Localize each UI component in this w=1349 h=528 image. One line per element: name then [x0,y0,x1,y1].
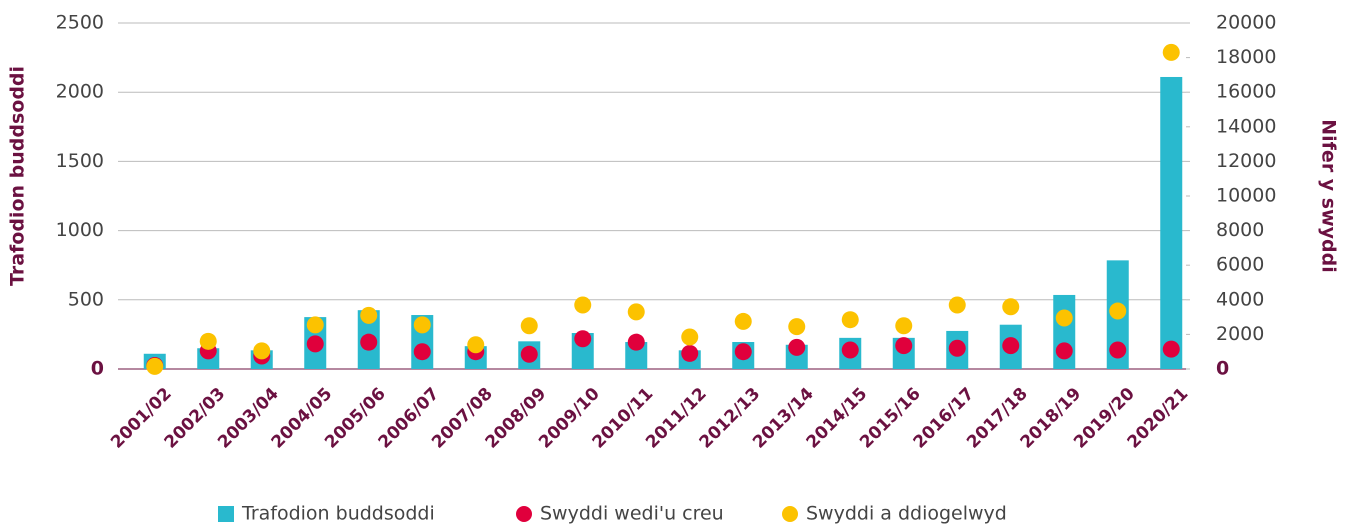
y-tick-label: 1000 [56,219,104,241]
dot [1162,43,1180,61]
dot [360,333,378,351]
dot [1162,340,1180,358]
y2-tick-label: 8000 [1216,219,1264,241]
dot [1055,342,1073,360]
legend-label: Swyddi wedi'u creu [540,503,724,525]
legend-label: Trafodion buddsoddi [241,503,435,525]
y2-tick-label: 16000 [1216,81,1276,103]
y2-tick-label: 4000 [1216,288,1264,310]
dot [681,344,699,362]
y2-tick-label: 14000 [1216,115,1276,137]
legend-swatch [516,506,532,522]
y2-tick-label: 10000 [1216,185,1276,207]
dot [1109,302,1127,320]
bar [625,342,648,369]
y2-tick-label: 12000 [1216,150,1276,172]
dot [734,343,752,361]
legend-label: Swyddi a ddiogelwyd [806,503,1007,525]
dot [199,332,217,350]
dot [306,335,324,353]
dot [306,316,324,334]
legend-swatch [782,506,798,522]
dot [734,312,752,330]
y-tick-label: 2000 [56,81,104,103]
y-tick-label: 500 [68,288,104,310]
dot [627,303,645,321]
dot [895,337,913,355]
dot [1109,341,1127,359]
dot [467,336,485,354]
dot [1002,337,1020,355]
dot [520,317,538,335]
dot [681,328,699,346]
y2-tick-label: 20000 [1216,12,1276,34]
dot [948,339,966,357]
y2-tick-label: 6000 [1216,254,1264,276]
dot [413,316,431,334]
dot [788,318,806,336]
dot [574,296,592,314]
dot [627,333,645,351]
dot [574,330,592,348]
dot [788,338,806,356]
y2-tick-label: 18000 [1216,46,1276,68]
y-axis-title: Trafodion buddsoddi [7,66,29,286]
dot [253,342,271,360]
legend-swatch [218,506,234,522]
dot [360,306,378,324]
dot [841,311,859,329]
dot [1055,309,1073,327]
y-tick-label: 2500 [56,12,104,34]
y2-axis-title: Nifer y swyddi [1318,119,1340,273]
dot [841,341,859,359]
y-tick-label: 0 [91,358,104,380]
dot [520,345,538,363]
dot [1002,298,1020,316]
y2-tick-label: 2000 [1216,323,1264,345]
bar [1160,76,1183,369]
dot [895,317,913,335]
y-tick-label: 1500 [56,150,104,172]
y2-tick-label: 0 [1216,358,1229,380]
dot [146,357,164,375]
dot [413,343,431,361]
dot [948,296,966,314]
